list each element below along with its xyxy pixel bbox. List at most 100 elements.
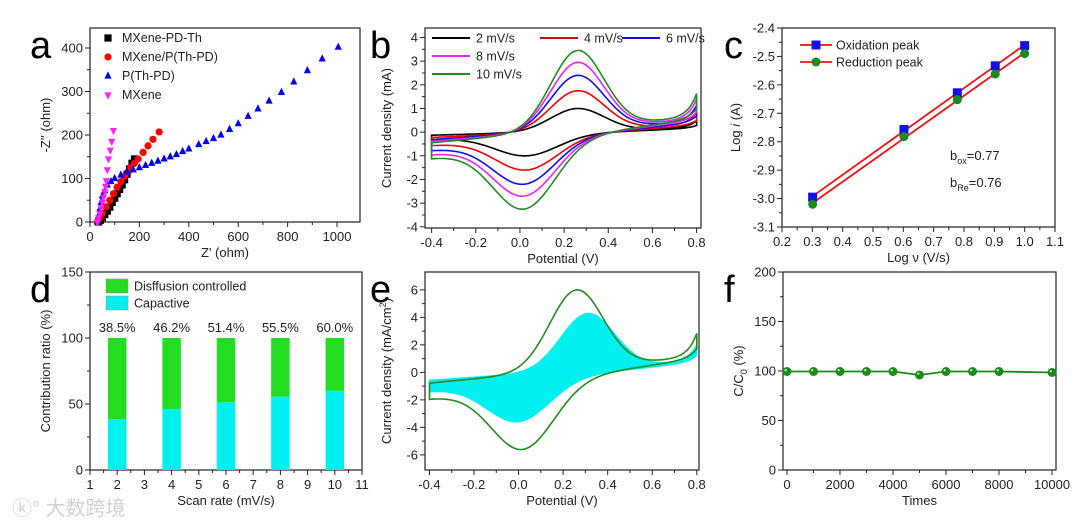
data-point [244, 111, 252, 119]
data-point [861, 366, 871, 376]
legend-label: Oxidation peak [836, 39, 920, 53]
b-value-annotation: bRe=0.76 [950, 175, 1002, 193]
annotation-main: b [950, 148, 957, 163]
y-tick-label: 4 [411, 310, 418, 325]
data-point [179, 146, 187, 155]
data-point [149, 135, 157, 143]
data-point [185, 144, 193, 152]
y-axis-label-part: ) [379, 298, 394, 302]
annotation-main: b [950, 175, 957, 190]
panel-f-cycling: 0 2000 4000 6000 8000 10000 0 50 100 150 200 Times C… [731, 265, 1070, 509]
x-axis-label: Scan rate (mV/s) [177, 493, 275, 508]
y-tick-label: 1 [411, 101, 418, 116]
x-tick-label: 0.2 [555, 235, 573, 250]
data-point [952, 88, 962, 98]
data-point [808, 192, 818, 202]
data-point [117, 177, 125, 186]
y-axis-label-part: Log [728, 127, 743, 152]
data-point [106, 147, 114, 155]
bar-diffusion [216, 338, 236, 403]
data-point [155, 128, 163, 136]
x-tick-label: 1 [86, 477, 93, 492]
y-tick-label: -2 [406, 172, 418, 187]
y-tick-label: 3 [411, 54, 418, 69]
y-tick-label: 0 [411, 365, 418, 380]
bar-group: 46.2% [153, 320, 190, 470]
x-tick-label: 0.5 [864, 234, 882, 249]
y-axis-label-part: (A) [728, 103, 743, 124]
y-tick-label: -2.6 [753, 77, 775, 92]
annotation-value: =0.76 [969, 175, 1002, 190]
data-point [103, 207, 111, 215]
x-tick-label: 600 [227, 229, 249, 244]
data-point [160, 154, 168, 162]
legend: Oxidation peak Reduction peak [800, 39, 924, 70]
y-tick-label: -2.4 [753, 21, 775, 36]
marker-highlight [863, 368, 867, 372]
y-tick-label: -2.5 [753, 49, 775, 64]
x-tick-label: 0.8 [688, 477, 706, 492]
data-point [107, 176, 115, 185]
data-point [99, 194, 108, 202]
legend-label: 10 mV/s [476, 68, 522, 82]
legend-label: 2 mV/s [476, 32, 515, 46]
y-tick-label: 200 [754, 265, 776, 280]
bar-group: 55.5% [262, 320, 299, 470]
data-point [148, 158, 156, 166]
y-tick-label: 0 [769, 463, 776, 478]
y-tick-label: 300 [61, 84, 83, 99]
y-axis-label-part: Current density (mA/cm [379, 307, 394, 444]
y-tick-label: -4 [406, 420, 418, 435]
bar-capacitive [325, 390, 345, 470]
legend: 2 mV/s 4 mV/s 6 mV/s 8 mV/s 10 mV/s [432, 32, 705, 82]
y-tick-label: 50 [762, 413, 776, 428]
x-tick-label: 0.0 [511, 235, 529, 250]
legend-label: Reduction peak [836, 56, 924, 70]
y-axis-label: Current density (mA/cm2) [378, 298, 394, 444]
x-tick-label: -0.4 [420, 235, 442, 250]
b-value-annotation: box=0.77 [950, 148, 1000, 166]
y-tick-label: -3 [406, 196, 418, 211]
legend-label: 4 mV/s [584, 32, 623, 46]
x-tick-label: 1.1 [1046, 234, 1064, 249]
x-tick-label: 0.8 [955, 234, 973, 249]
y-axis-label: -Z'' (ohm) [38, 98, 53, 153]
data-point [102, 178, 110, 186]
y-tick-label: -6 [406, 447, 418, 462]
data-point [118, 181, 126, 189]
panel-label-a: a [30, 25, 52, 67]
y-axis-label: Log i (A) [728, 103, 743, 152]
data-point [811, 40, 821, 50]
bar-data-label: 46.2% [153, 320, 190, 335]
marker-highlight [890, 368, 893, 372]
legend-label: Capactive [134, 297, 190, 311]
x-tick-label: 0.6 [894, 234, 912, 249]
annotation-subscript: ox [957, 156, 967, 166]
data-point [217, 130, 225, 138]
y-tick-label: -2.9 [753, 163, 775, 178]
data-point [899, 132, 909, 142]
legend-label: MXene/P(Th-PD) [122, 50, 218, 64]
data-point [96, 210, 104, 218]
panel-d-contribution: 1 2 3 4 5 6 7 8 9 10 11 0 50 100 150 Scan rate (mV/s) Co… [38, 265, 369, 509]
data-point [808, 366, 818, 376]
data-point [104, 34, 112, 42]
x-tick-label: 400 [178, 229, 200, 244]
y-tick-label: 100 [754, 364, 776, 379]
data-point [141, 160, 150, 169]
y-axis-label: C/C0 (%) [731, 345, 749, 396]
data-point [811, 57, 821, 67]
y-tick-label: 100 [61, 171, 83, 186]
legend: Disffusion controlled Capactive [105, 278, 246, 311]
x-tick-label: 8 [277, 477, 284, 492]
x-tick-label: 3 [141, 477, 148, 492]
x-tick-label: 0.7 [925, 234, 943, 249]
data-point [129, 165, 137, 173]
series-p-th-pd- [93, 42, 342, 225]
data-point [952, 95, 962, 105]
x-tick-label: -0.2 [465, 235, 487, 250]
data-point [106, 203, 114, 211]
x-axis-label: Times [902, 493, 937, 508]
x-tick-label: 800 [277, 229, 299, 244]
x-tick-label: 0.3 [803, 234, 821, 249]
